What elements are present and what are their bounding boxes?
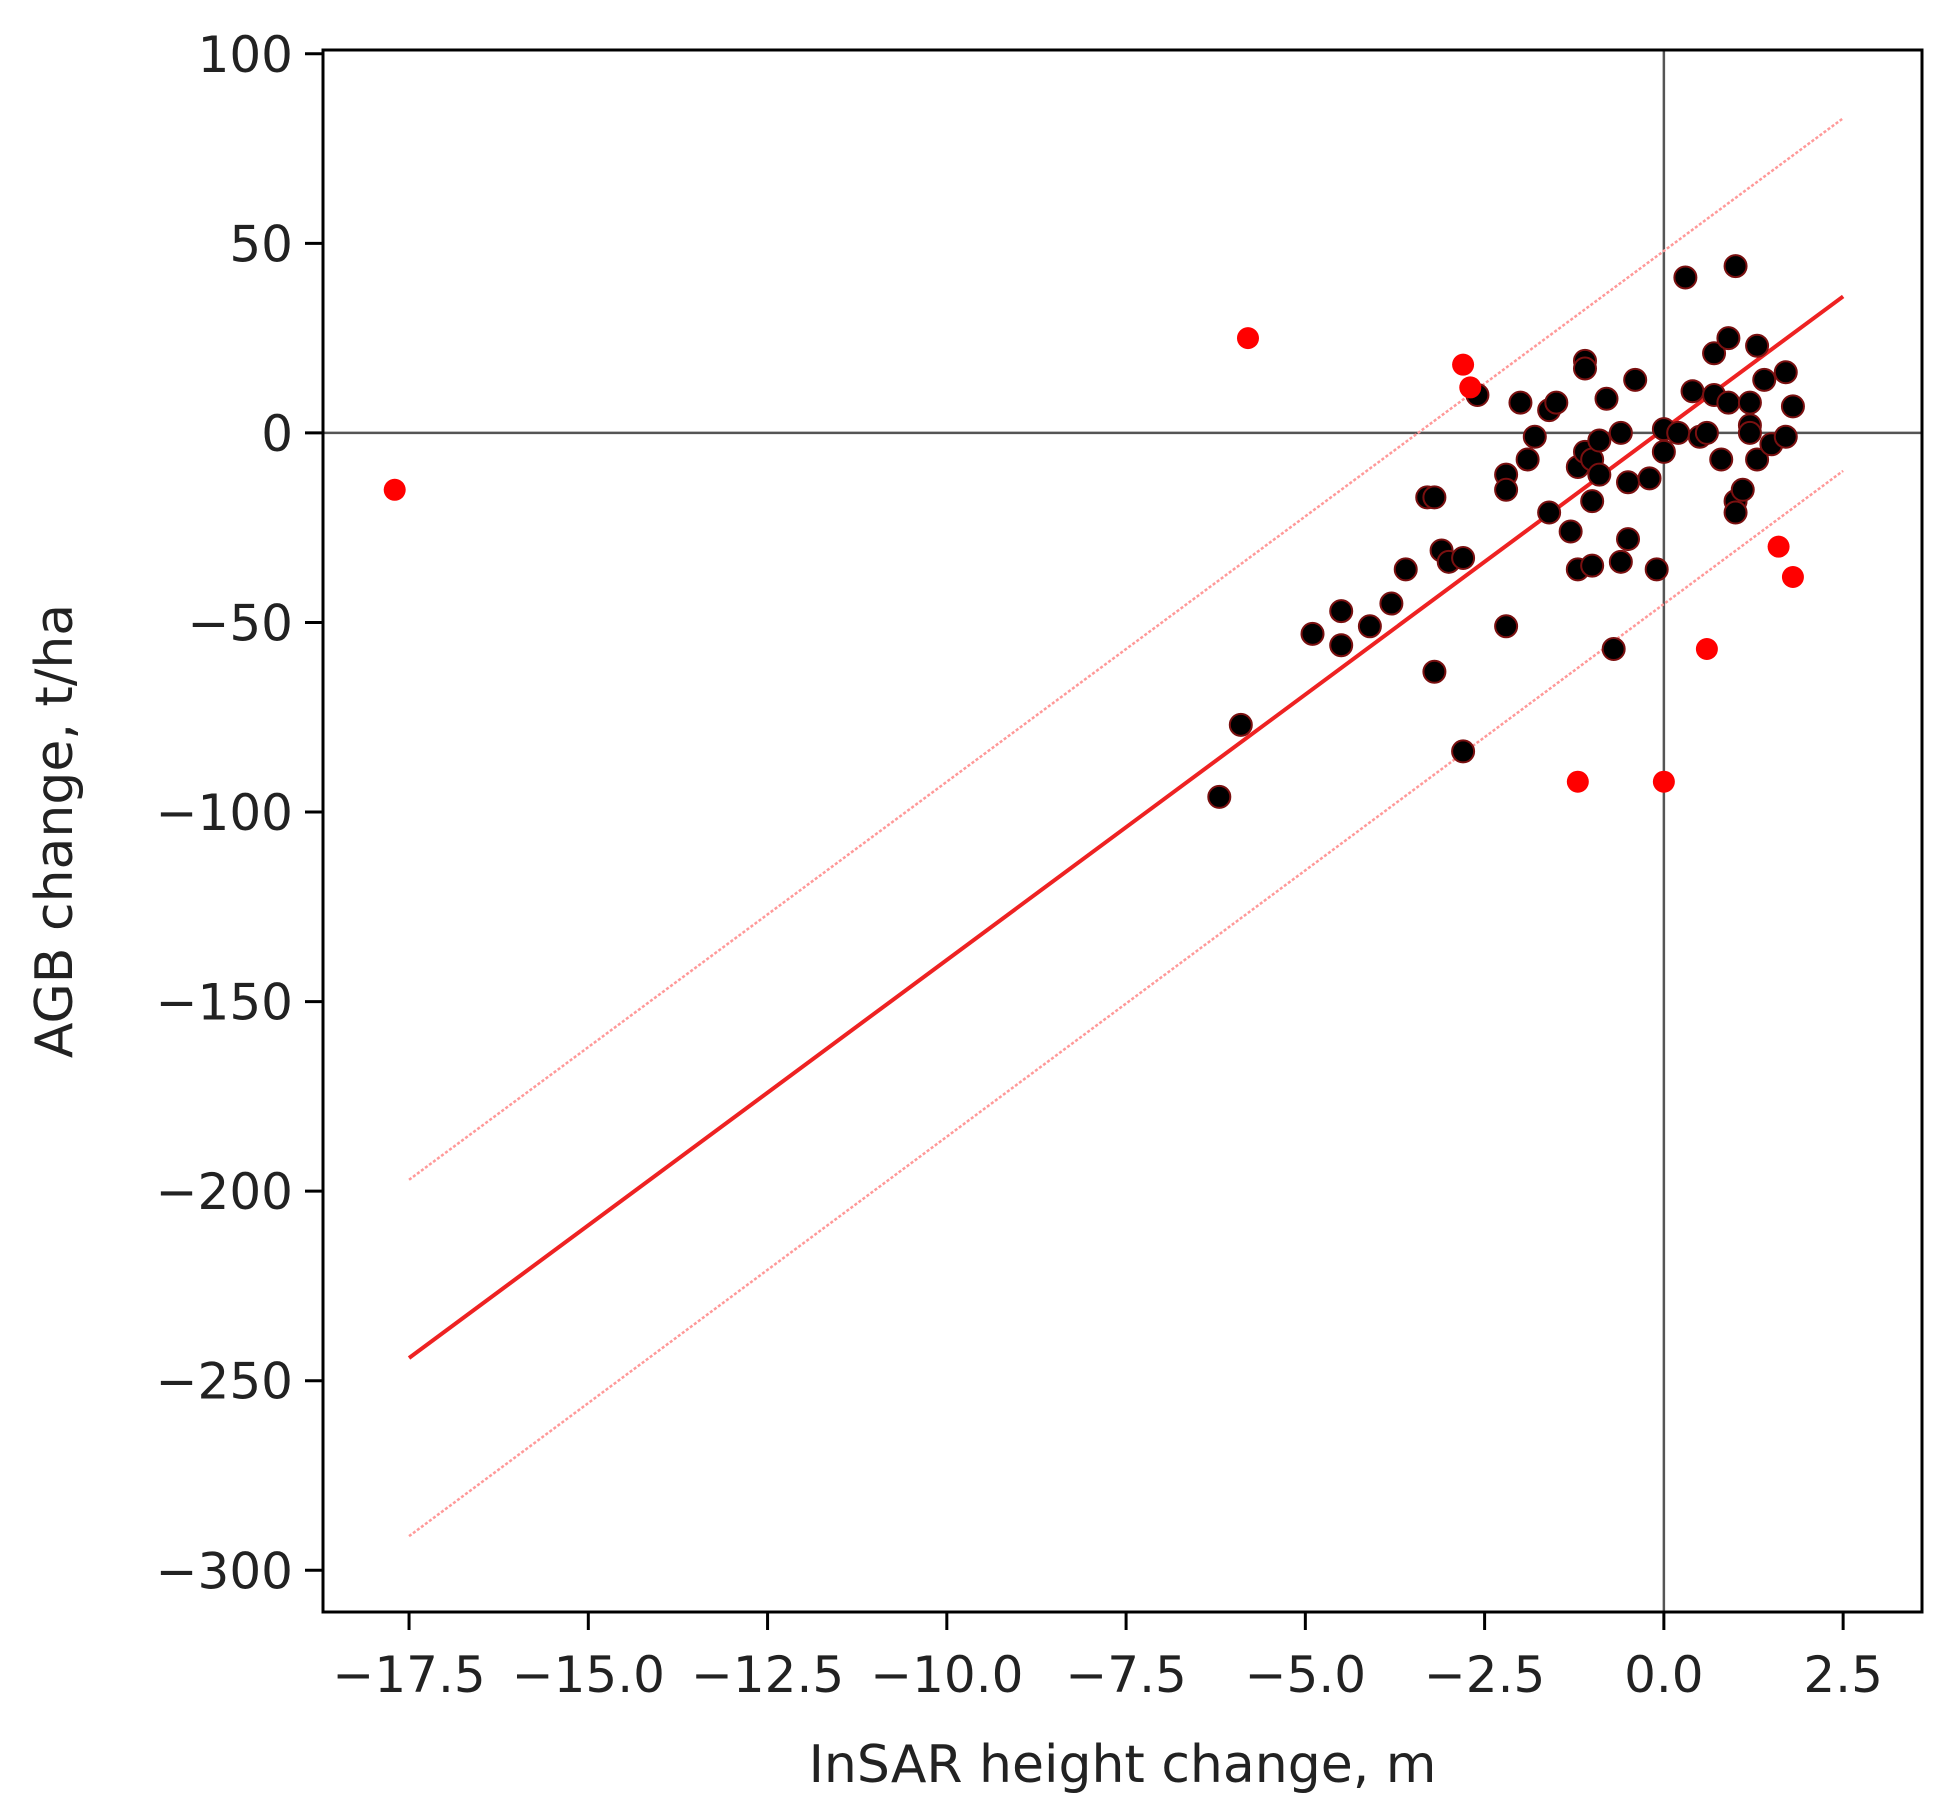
data-point: [1616, 470, 1641, 495]
data-point: [1680, 379, 1705, 404]
x-tick-label: −12.5: [691, 1646, 844, 1704]
y-tick-label: −200: [156, 1163, 293, 1221]
data-point: [1780, 394, 1805, 419]
data-points: [383, 254, 1805, 809]
outlier-point: [1236, 327, 1259, 350]
outlier-point: [1459, 376, 1482, 399]
data-point: [1644, 557, 1669, 582]
data-point: [1601, 637, 1626, 662]
prediction-interval-line: [408, 469, 1844, 1538]
y-tick-label: −100: [156, 784, 293, 842]
data-point: [1673, 265, 1698, 290]
outlier-point: [1566, 770, 1589, 793]
x-axis-ticks: −17.5 −15.0 −12.5 −10.0 −7.5 −5.0 −2.5 0.0 2.5: [332, 1612, 1883, 1704]
data-point: [1228, 712, 1253, 737]
prediction-interval-line: [408, 117, 1844, 1181]
data-point: [1773, 360, 1798, 385]
data-point: [1393, 557, 1418, 582]
regression-fit-line: [407, 294, 1845, 1360]
data-point: [1572, 356, 1597, 381]
data-point: [1752, 367, 1777, 392]
y-axis-label: AGB change, t/ha: [25, 604, 85, 1058]
data-point: [1522, 424, 1547, 449]
data-point: [1451, 739, 1476, 764]
data-point: [1737, 390, 1762, 415]
x-tick-label: 2.5: [1803, 1646, 1883, 1704]
data-point: [1580, 553, 1605, 578]
data-point: [1494, 614, 1519, 639]
data-point: [1594, 386, 1619, 411]
data-point: [1587, 428, 1612, 453]
x-tick-label: −17.5: [332, 1646, 485, 1704]
data-point: [1329, 599, 1354, 624]
y-tick-label: −250: [156, 1353, 293, 1411]
data-point: [1558, 519, 1583, 544]
data-point: [1515, 447, 1540, 472]
x-tick-label: −2.5: [1424, 1646, 1545, 1704]
x-tick-label: −7.5: [1065, 1646, 1186, 1704]
y-tick-label: 0: [261, 405, 293, 463]
data-point: [1730, 477, 1755, 502]
data-point: [1745, 447, 1770, 472]
x-tick-label: −5.0: [1245, 1646, 1366, 1704]
data-point: [1694, 420, 1719, 445]
y-tick-label: 50: [229, 215, 293, 273]
data-point: [1357, 614, 1382, 639]
y-axis-ticks: 100 50 0 −50 −100 −150 −200 −250 −300: [156, 26, 323, 1600]
data-point: [1580, 489, 1605, 514]
data-point: [1716, 326, 1741, 351]
x-tick-label: 0.0: [1624, 1646, 1704, 1704]
x-axis-label: InSAR height change, m: [809, 1735, 1437, 1795]
data-point: [1737, 420, 1762, 445]
data-point: [1379, 591, 1404, 616]
data-point: [1637, 466, 1662, 491]
y-tick-label: −300: [156, 1542, 293, 1600]
data-point: [1422, 485, 1447, 510]
y-tick-label: −150: [156, 974, 293, 1032]
data-point: [1623, 367, 1648, 392]
outlier-point: [1452, 353, 1475, 376]
data-point: [1709, 447, 1734, 472]
data-point: [1587, 462, 1612, 487]
data-point: [1537, 500, 1562, 525]
plot-frame: [321, 48, 1924, 1614]
data-point: [1616, 527, 1641, 552]
data-point: [1422, 659, 1447, 684]
data-point: [1666, 420, 1691, 445]
data-point: [1745, 333, 1770, 358]
y-tick-label: −50: [187, 594, 293, 652]
outlier-point: [1695, 638, 1718, 661]
outlier-point: [1652, 770, 1675, 793]
data-point: [1494, 477, 1519, 502]
outlier-point: [1781, 565, 1804, 588]
data-point: [1207, 784, 1232, 809]
data-point: [1544, 390, 1569, 415]
data-point: [1651, 439, 1676, 464]
data-point: [1723, 500, 1748, 525]
data-point: [1329, 633, 1354, 658]
data-point: [1723, 254, 1748, 279]
data-point: [1300, 621, 1325, 646]
x-tick-label: −15.0: [512, 1646, 665, 1704]
data-point: [1608, 549, 1633, 574]
regression-lines: [407, 117, 1845, 1538]
data-point: [1608, 420, 1633, 445]
data-point: [1702, 341, 1727, 366]
data-point: [1508, 390, 1533, 415]
data-point: [1773, 424, 1798, 449]
outlier-point: [1767, 535, 1790, 558]
x-tick-label: −10.0: [870, 1646, 1023, 1704]
y-tick-label: 100: [198, 26, 293, 84]
data-point: [1716, 390, 1741, 415]
outlier-point: [383, 478, 406, 501]
data-point: [1451, 546, 1476, 571]
